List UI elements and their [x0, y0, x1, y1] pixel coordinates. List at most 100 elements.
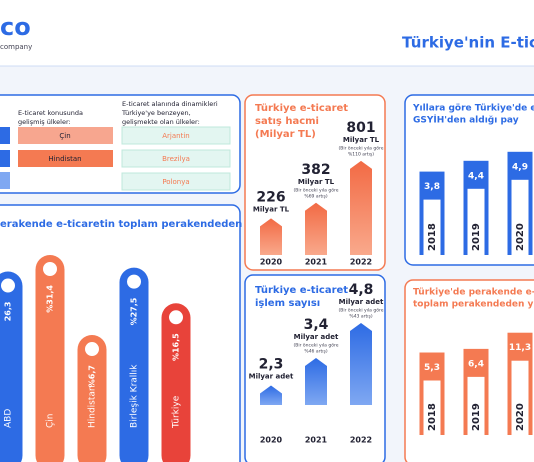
unit-label: Milyar TL [253, 205, 290, 213]
country-label: ABD [4, 409, 14, 428]
bar [350, 323, 372, 405]
bar-cap [83, 340, 101, 359]
panel [0, 94, 241, 194]
value-label: 226 [256, 189, 285, 205]
bar-cap [125, 272, 143, 291]
note: %69 artış) [304, 193, 327, 199]
bar-inner [511, 360, 529, 435]
note: (Bir önceki yıla göre [339, 145, 384, 151]
year-label: 2021 [305, 436, 328, 445]
logo: co [0, 13, 31, 41]
bar-inner [511, 179, 529, 255]
bar [305, 358, 327, 405]
year-label: 2018 [427, 223, 438, 251]
value-label: 3,4 [304, 317, 329, 333]
text-line: Yıllara göre Türkiye'de e-ti [412, 104, 534, 114]
text-line: gelişmekte olan ülkeler: [122, 118, 200, 126]
year-label: 2022 [350, 436, 372, 445]
text-line: Türkiye'ye benzeyen, [121, 109, 191, 117]
bar [119, 267, 149, 462]
country-label: Hindistan [88, 385, 98, 428]
country-box [18, 150, 113, 167]
value-label: 4,9 [512, 162, 528, 172]
value-label: 4,4 [468, 171, 484, 181]
value-label: 5,3 [424, 363, 440, 373]
value-label: %31,4 [46, 285, 55, 313]
country-box [121, 126, 231, 145]
note: (Bir önceki yıla göre [339, 308, 384, 314]
bar-cap [41, 260, 59, 278]
year-label: 2021 [305, 258, 328, 267]
text-line: E-ticaret konusunda [18, 109, 83, 117]
note: %46 artış) [304, 349, 327, 355]
unit-label: Milyar adet [294, 333, 339, 341]
value-label: 4,8 [349, 282, 374, 298]
value-label: 3,8 [424, 182, 440, 192]
year-label: 2022 [350, 258, 372, 267]
unit-label: Milyar adet [339, 298, 384, 306]
country-name: Arjantin [162, 132, 189, 140]
bar [161, 303, 191, 462]
value-label: 382 [301, 162, 330, 178]
bar [35, 255, 65, 462]
year-label: 2020 [515, 403, 526, 431]
cropped-box [0, 150, 10, 167]
country-name: Hindistan [48, 155, 81, 163]
country-label: Birleşik Krallık [130, 364, 140, 428]
text-line: işlem sayısı [255, 298, 320, 309]
text-line: E-ticaret alanında dinamikleri [122, 100, 218, 108]
year-label: 2020 [260, 258, 283, 267]
bar-cap [0, 276, 17, 295]
value-label: 801 [346, 120, 375, 136]
bar [305, 202, 327, 255]
bar-inner [423, 199, 441, 255]
year-label: 2019 [471, 223, 482, 251]
text-line: toplam perakendeden yılla [413, 300, 534, 310]
text-line: GSYİH'den aldığı pay [413, 115, 519, 126]
bar-cap [167, 308, 185, 327]
text-line: (Milyar TL) [255, 129, 316, 140]
logo-sub: company [0, 43, 32, 51]
note: (Bir önceki yıla göre [294, 187, 339, 193]
panel-title: erakende e-ticaretin toplam perakendeden [0, 219, 242, 230]
year-label: 2019 [471, 403, 482, 431]
value-label: 11,3 [509, 343, 531, 353]
text-line: gelişmiş ülkeler: [18, 118, 71, 126]
unit-label: Milyar TL [298, 178, 335, 186]
bar-inner [467, 376, 485, 435]
value-label: %6,7 [88, 365, 97, 387]
year-label: 2020 [260, 436, 283, 445]
bar [260, 218, 282, 255]
bar-inner [423, 380, 441, 435]
bar [350, 160, 372, 255]
header-bg [0, 0, 534, 66]
country-name: Polonya [162, 178, 189, 186]
value-label: %16,5 [172, 333, 181, 361]
text-line: satış hacmi [255, 116, 319, 127]
cropped-box [0, 127, 10, 144]
country-name: Çin [59, 132, 70, 140]
bar [77, 335, 107, 462]
value-label: 6,4 [468, 359, 484, 369]
text-line: Türkiye e-ticaret [255, 103, 348, 114]
country-label: Türkiye [172, 395, 182, 429]
country-box [121, 172, 231, 191]
value-label: 2,3 [259, 357, 284, 373]
unit-label: Milyar TL [343, 136, 380, 144]
country-label: Çin [46, 414, 56, 429]
text-line: Türkiye'de perakende e-ti [413, 288, 534, 298]
value-label: 26,3 [4, 302, 13, 322]
cropped-box [0, 172, 10, 189]
year-label: 2020 [515, 223, 526, 251]
page-title: Türkiye'nin E-tica [402, 34, 534, 52]
country-box [18, 127, 113, 144]
text-line: Türkiye e-ticaret [255, 285, 348, 296]
year-label: 2018 [427, 403, 438, 431]
unit-label: Milyar adet [249, 373, 294, 381]
note: (Bir önceki yıla göre [294, 343, 339, 349]
bar-inner [467, 188, 485, 255]
bar [260, 385, 282, 405]
note: %110 artış) [348, 151, 374, 157]
